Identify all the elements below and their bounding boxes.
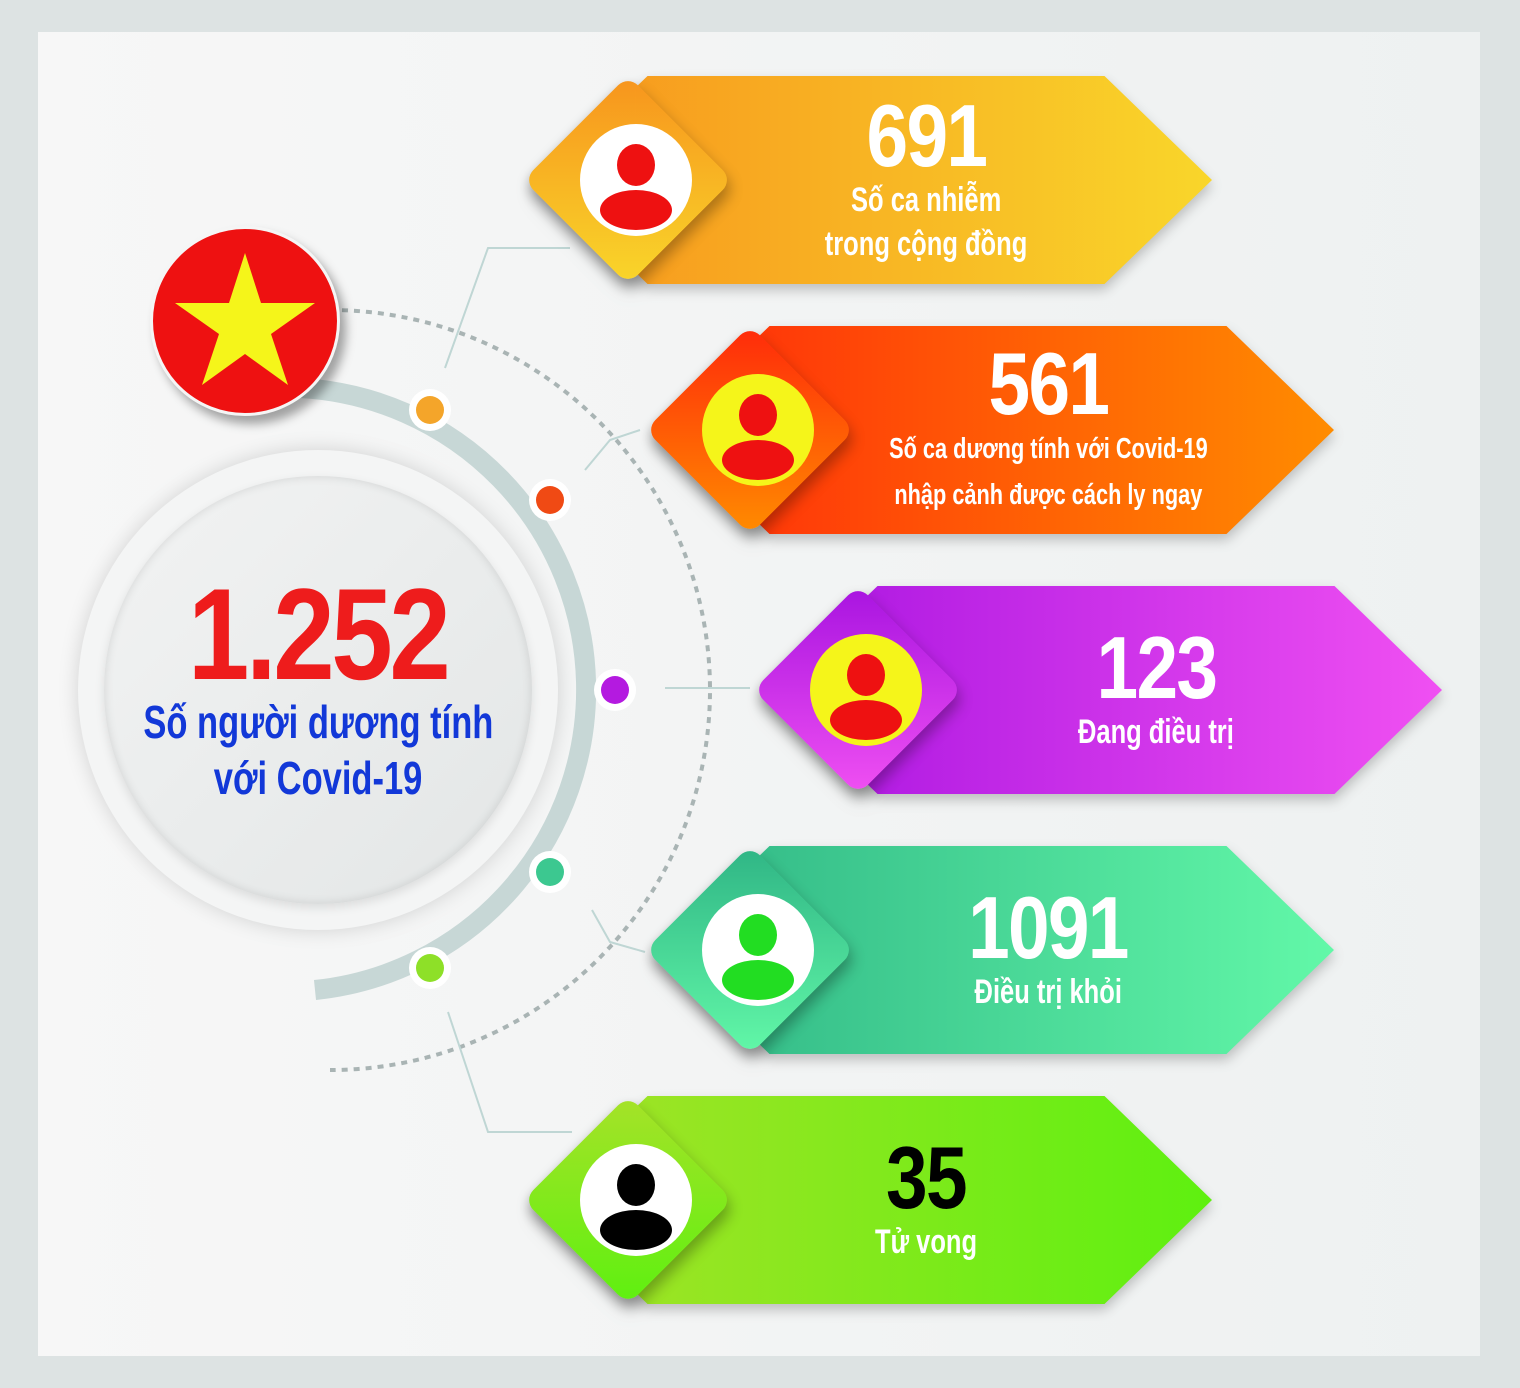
- stat-label: Đang điều trị: [1078, 713, 1234, 751]
- stat-banner-community-infections: 691 Số ca nhiễm trong cộng đồng: [523, 75, 1212, 285]
- person-icon: [580, 124, 692, 236]
- person-icon: [810, 634, 922, 746]
- stat-label: Tử vong: [874, 1223, 978, 1261]
- stat-value: 561: [988, 334, 1109, 433]
- person-icon: [702, 894, 814, 1006]
- stat-label: Số ca nhiễm: [850, 181, 1002, 219]
- stat-label: Số ca dương tính với Covid-19: [888, 433, 1208, 465]
- stat-banner-deaths: 35 Tử vong: [523, 1095, 1212, 1305]
- person-icon: [702, 374, 814, 486]
- total-label: Số người dương tính: [142, 696, 494, 748]
- stat-value: 35: [886, 1128, 968, 1227]
- stat-label: Điều trị khỏi: [974, 973, 1122, 1011]
- star-icon: [175, 253, 315, 385]
- stat-label-line2: nhập cảnh được cách ly ngay: [893, 479, 1203, 511]
- total-label-line2: với Covid-19: [213, 752, 423, 804]
- vietnam-flag: [150, 226, 340, 416]
- stat-value: 1091: [968, 878, 1129, 977]
- stat-banner-recovered: 1091 Điều trị khỏi: [645, 845, 1334, 1055]
- arc-dots: [409, 389, 636, 989]
- stat-banner-imported-cases: 561 Số ca dương tính với Covid-19 nhập cản…: [645, 325, 1334, 535]
- stat-value: 691: [866, 86, 987, 185]
- total-circle: 1.252 Số người dương tính với Covid-19: [78, 450, 558, 930]
- person-icon: [580, 1144, 692, 1256]
- stat-banner-under-treatment: 123 Đang điều trị: [753, 585, 1442, 795]
- stat-value: 123: [1096, 618, 1217, 717]
- total-value: 1.252: [188, 561, 451, 707]
- stat-label-line2: trong cộng đồng: [824, 225, 1028, 263]
